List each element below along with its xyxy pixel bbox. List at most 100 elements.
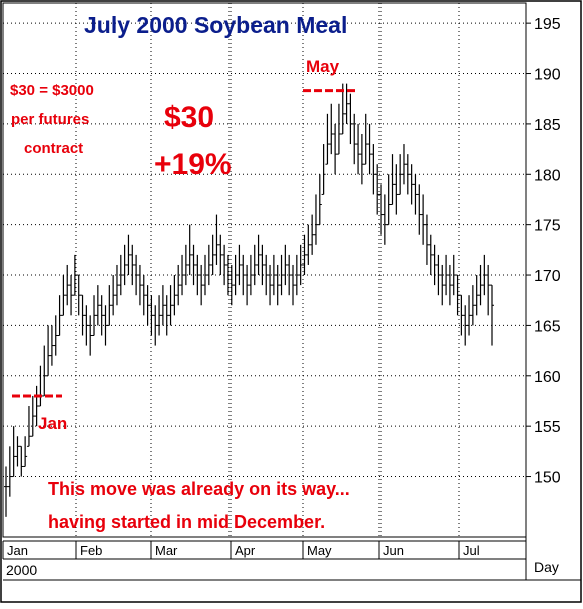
price-bar: [329, 103, 334, 155]
price-bar: [470, 285, 475, 326]
price-bar: [46, 325, 51, 377]
y-tick-label: 195: [534, 16, 561, 33]
price-bar: [379, 184, 384, 235]
price-bar: [333, 123, 338, 175]
price-bar: [69, 275, 74, 316]
price-bar: [279, 254, 284, 296]
price-bar: [65, 264, 70, 306]
price-bar: [76, 274, 81, 316]
low-marker-label: Jan: [38, 414, 67, 433]
price-bar: [222, 244, 227, 286]
price-bar: [88, 315, 93, 356]
price-bar: [57, 295, 62, 336]
price-bar: [134, 254, 139, 296]
price-bar: [111, 275, 116, 316]
price-bar: [42, 345, 47, 397]
price-bar: [459, 294, 464, 336]
price-bar: [264, 254, 269, 296]
y-tick-label: 165: [534, 318, 561, 335]
price-bar: [252, 244, 257, 286]
price-bar: [153, 305, 158, 346]
price-bar: [180, 254, 185, 296]
price-bar: [202, 254, 207, 296]
price-bar: [394, 164, 399, 215]
price-bar: [19, 445, 24, 477]
price-bar: [107, 285, 112, 326]
price-bar: [248, 254, 253, 296]
price-bar: [336, 103, 341, 155]
price-bar: [34, 385, 39, 427]
price-bar: [440, 264, 445, 306]
x-axis-label: Day: [534, 559, 559, 575]
price-bar: [53, 315, 58, 356]
y-tick-label: 190: [534, 67, 561, 84]
price-bar: [287, 254, 292, 296]
y-tick-label: 180: [534, 167, 561, 184]
price-bar: [325, 113, 330, 165]
price-bar: [444, 254, 449, 296]
y-tick-labels: 150 155 160 165 170 175 180 185 190 195: [526, 16, 561, 487]
price-bar: [218, 234, 223, 276]
price-bar: [317, 174, 322, 226]
price-bar: [390, 154, 395, 206]
price-bar: [367, 123, 372, 175]
price-bar: [225, 254, 230, 296]
price-bar: [268, 264, 273, 306]
x-tick-label: May: [307, 543, 332, 558]
x-tick-labels: Jan Feb Mar Apr May Jun Jul: [2, 541, 480, 559]
price-bar: [84, 305, 89, 346]
price-bar: [363, 113, 368, 165]
price-bar: [436, 254, 441, 296]
price-bar: [233, 254, 238, 296]
price-bar: [447, 264, 452, 306]
price-bar: [237, 244, 242, 286]
price-bar: [149, 295, 154, 336]
price-bar: [172, 275, 177, 316]
price-bar: [455, 274, 460, 316]
price-bar: [241, 254, 246, 296]
price-bar: [141, 275, 146, 316]
price-bar: [344, 83, 349, 124]
price-bar: [195, 254, 200, 296]
price-bar: [126, 234, 131, 276]
price-bar: [294, 254, 299, 296]
price-bar: [386, 174, 391, 226]
price-bar: [26, 406, 31, 447]
price-bar: [298, 244, 303, 286]
price-bar: [432, 244, 437, 286]
price-bar: [256, 234, 261, 276]
conversion-note-line1: $30 = $3000: [10, 82, 94, 99]
price-bar: [375, 164, 380, 215]
price-bar: [478, 264, 483, 306]
price-bar: [348, 93, 353, 145]
price-bar: [271, 254, 276, 296]
x-tick-label: Jul: [463, 543, 480, 558]
price-bar: [490, 284, 494, 346]
price-bar: [245, 264, 250, 306]
price-bar: [199, 264, 204, 306]
x-tick-label: Mar: [155, 543, 178, 558]
price-bar: [382, 194, 387, 245]
y-tick-label: 150: [534, 470, 561, 487]
price-bar: [157, 295, 162, 336]
price-bar: [291, 264, 296, 306]
price-bar: [409, 164, 414, 205]
x-tick-label: Apr: [235, 543, 256, 558]
price-bar: [371, 144, 376, 195]
price-bar: [23, 436, 28, 467]
price-bar: [137, 264, 142, 306]
price-bar: [486, 264, 491, 316]
y-tick-label: 155: [534, 419, 561, 436]
price-bar: [11, 426, 16, 478]
price-bar: [191, 244, 196, 286]
price-bar: [160, 285, 165, 326]
x-tick-label: Feb: [80, 543, 102, 558]
price-bar: [463, 305, 468, 346]
price-bar: [176, 264, 181, 306]
price-bar: [164, 295, 169, 336]
price-bar: [210, 234, 215, 276]
price-bar: [206, 244, 211, 286]
price-bar: [352, 113, 357, 165]
price-bar: [183, 244, 188, 286]
